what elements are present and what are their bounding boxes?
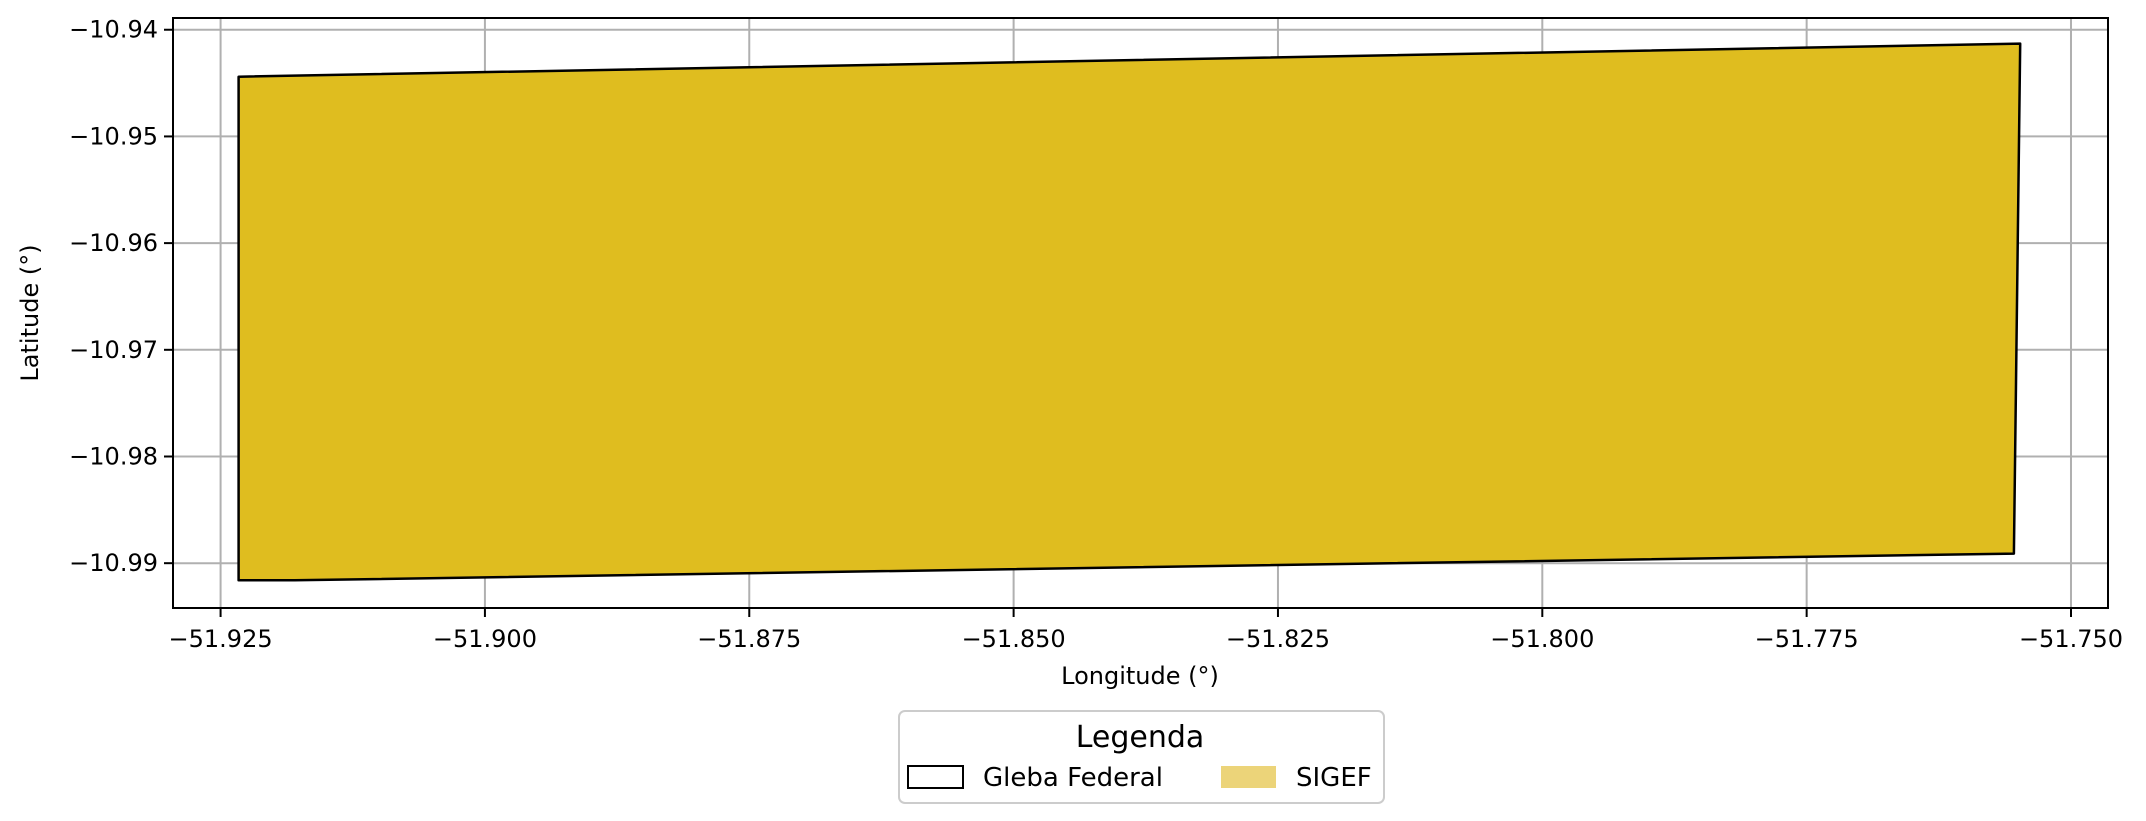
x-tick-label: −51.925 — [169, 625, 273, 653]
x-tick-label: −51.800 — [1490, 625, 1594, 653]
polygon-layer — [237, 42, 2022, 582]
x-tick-label: −51.850 — [962, 625, 1066, 653]
y-tick-label: −10.98 — [69, 442, 158, 470]
legend-swatch-sigef — [1221, 766, 1276, 788]
x-tick-label: −51.900 — [433, 625, 537, 653]
y-tick-label: −10.95 — [69, 122, 158, 150]
polygon-sigef — [237, 42, 2022, 582]
axes-frame — [172, 17, 2109, 609]
x-tick-label: −51.875 — [697, 625, 801, 653]
legend: Legenda Gleba Federal SIGEF — [898, 710, 1385, 804]
x-tick-label: −51.750 — [2019, 625, 2123, 653]
x-axis-ticks: −51.925 −51.900 −51.875 −51.850 −51.825 −51.8… — [169, 608, 2123, 653]
legend-label-gleba-federal: Gleba Federal — [983, 763, 1163, 793]
legend-title: Legenda — [1076, 720, 1205, 755]
y-tick-label: −10.96 — [69, 229, 158, 257]
x-tick-label: −51.825 — [1226, 625, 1330, 653]
legend-swatch-gleba-federal — [907, 765, 964, 789]
y-tick-label: −10.94 — [69, 16, 158, 44]
x-axis-title: Longitude (°) — [1061, 662, 1219, 690]
x-tick-label: −51.775 — [1755, 625, 1859, 653]
y-axis-title: Latitude (°) — [16, 244, 44, 381]
y-tick-label: −10.99 — [69, 549, 158, 577]
legend-label-sigef: SIGEF — [1296, 763, 1372, 793]
y-axis-ticks: −10.94 −10.95 −10.96 −10.97 −10.98 −10.99 — [69, 16, 173, 577]
y-tick-label: −10.97 — [69, 336, 158, 364]
